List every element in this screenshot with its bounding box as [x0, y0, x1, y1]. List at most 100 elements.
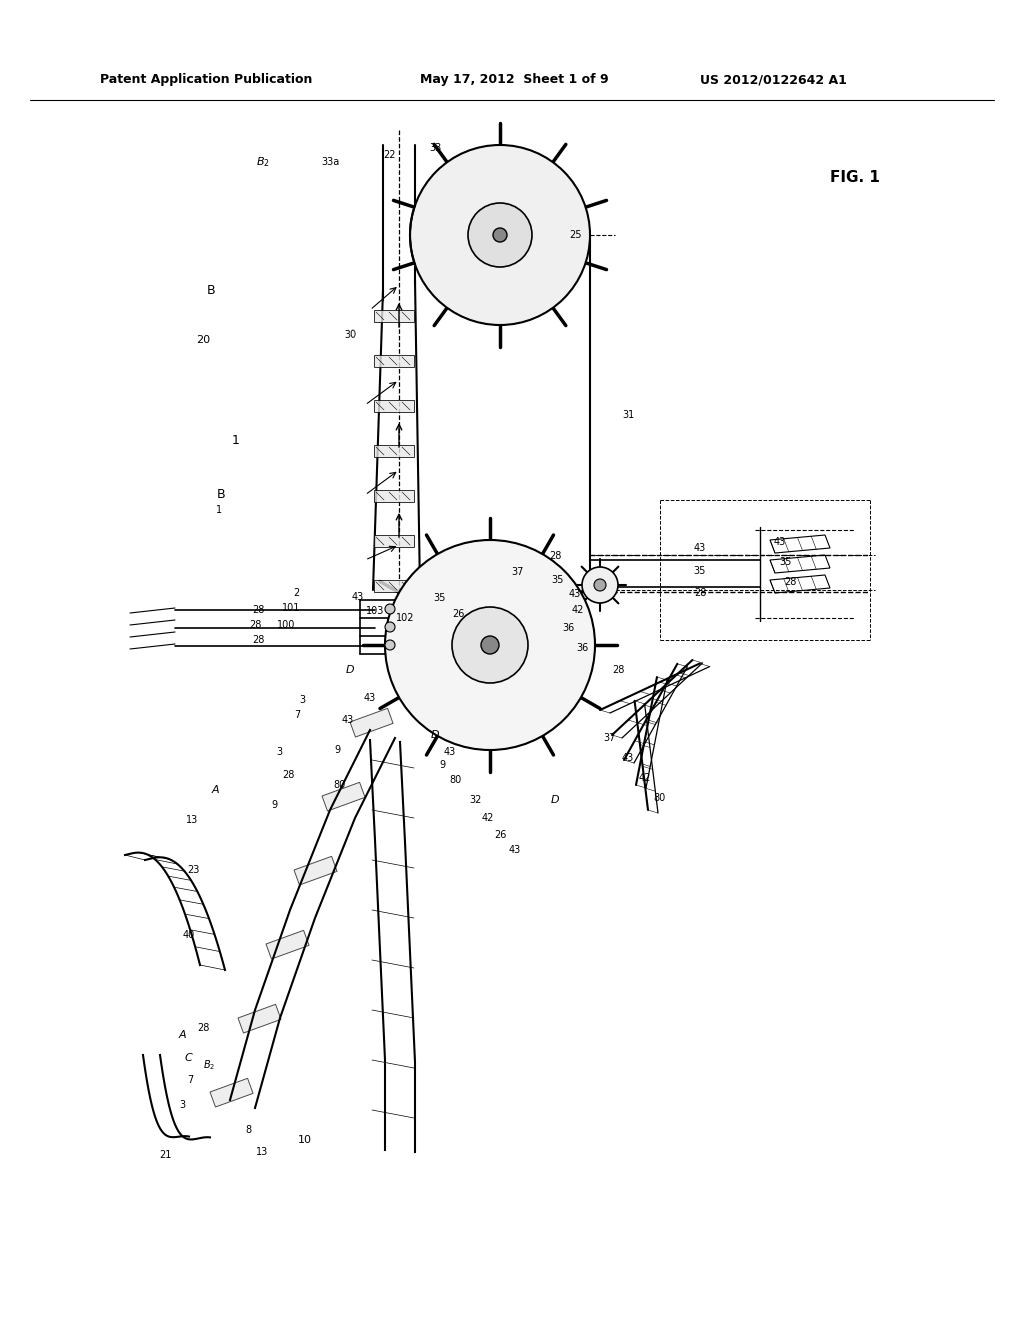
Text: 35: 35 — [552, 576, 564, 585]
Bar — [374, 535, 414, 546]
Text: 37: 37 — [512, 568, 524, 577]
Text: 7: 7 — [294, 710, 300, 719]
Text: 102: 102 — [395, 612, 415, 623]
Text: 101: 101 — [282, 603, 300, 612]
Circle shape — [452, 607, 528, 682]
Text: 26: 26 — [494, 830, 506, 840]
Text: D: D — [551, 795, 559, 805]
Text: Patent Application Publication: Patent Application Publication — [100, 74, 312, 87]
Circle shape — [468, 203, 532, 267]
Bar — [374, 310, 414, 322]
Text: 43: 43 — [622, 752, 634, 763]
Text: D: D — [346, 665, 354, 675]
Bar — [374, 579, 414, 591]
Text: 43: 43 — [352, 591, 365, 602]
Text: 80: 80 — [449, 775, 461, 785]
Bar — [374, 355, 414, 367]
Text: 2: 2 — [294, 587, 300, 598]
Circle shape — [582, 568, 618, 603]
Text: 3: 3 — [275, 747, 282, 756]
Text: US 2012/0122642 A1: US 2012/0122642 A1 — [700, 74, 847, 87]
Text: 42: 42 — [571, 605, 584, 615]
Text: 80: 80 — [334, 780, 346, 789]
Text: 28: 28 — [611, 665, 625, 675]
Text: 35: 35 — [779, 557, 792, 568]
Text: 43: 43 — [342, 715, 354, 725]
Text: 9: 9 — [439, 760, 445, 770]
Text: D: D — [516, 649, 524, 660]
Bar — [374, 490, 414, 502]
Text: 43: 43 — [569, 589, 582, 599]
Bar — [238, 1005, 281, 1034]
Text: 1: 1 — [216, 506, 222, 515]
Text: 26: 26 — [452, 609, 464, 619]
Circle shape — [481, 636, 499, 653]
Text: 43: 43 — [364, 693, 376, 704]
Text: 80: 80 — [654, 793, 667, 803]
Text: 30: 30 — [344, 330, 356, 341]
Text: 33: 33 — [429, 143, 441, 153]
Bar — [322, 783, 366, 810]
Text: 28: 28 — [250, 620, 262, 630]
Text: 43: 43 — [694, 543, 707, 553]
Text: May 17, 2012  Sheet 1 of 9: May 17, 2012 Sheet 1 of 9 — [420, 74, 608, 87]
Text: 32a: 32a — [501, 635, 519, 645]
Text: A: A — [211, 785, 219, 795]
Circle shape — [594, 579, 606, 591]
Text: D: D — [431, 730, 439, 741]
Text: 21: 21 — [159, 1150, 171, 1160]
Text: 37: 37 — [604, 733, 616, 743]
Circle shape — [385, 540, 595, 750]
Bar — [266, 931, 309, 960]
Text: 100: 100 — [276, 620, 295, 630]
Bar — [374, 400, 414, 412]
Text: 7: 7 — [186, 1074, 193, 1085]
Text: 1: 1 — [232, 433, 240, 446]
Text: 36: 36 — [575, 643, 588, 653]
Text: 43: 43 — [443, 747, 456, 756]
Circle shape — [385, 622, 395, 632]
Bar — [350, 709, 393, 737]
Text: A: A — [178, 1030, 185, 1040]
Text: 13: 13 — [185, 814, 198, 825]
Text: 35: 35 — [488, 640, 501, 649]
Text: $B_2$: $B_2$ — [203, 1059, 215, 1072]
Text: $B_2$: $B_2$ — [256, 154, 270, 169]
Circle shape — [410, 145, 590, 325]
Text: 3: 3 — [299, 696, 305, 705]
Text: 36: 36 — [562, 623, 574, 634]
Circle shape — [385, 605, 395, 614]
Circle shape — [493, 228, 507, 242]
Text: 28: 28 — [253, 635, 265, 645]
Text: 35: 35 — [694, 566, 707, 576]
Text: 32: 32 — [469, 795, 481, 805]
Text: 103: 103 — [366, 606, 384, 616]
Text: 40: 40 — [182, 931, 195, 940]
Text: 23: 23 — [187, 865, 200, 875]
Circle shape — [385, 640, 395, 649]
Text: 27: 27 — [462, 623, 474, 634]
Text: B: B — [207, 284, 215, 297]
Text: 28: 28 — [783, 577, 797, 587]
Text: 25: 25 — [568, 230, 582, 240]
Text: 10: 10 — [298, 1135, 312, 1144]
Text: 20: 20 — [196, 335, 210, 345]
Text: 43: 43 — [509, 845, 521, 855]
Text: 9: 9 — [334, 744, 340, 755]
Bar — [374, 445, 414, 457]
Text: 108: 108 — [496, 663, 514, 673]
Text: B: B — [216, 488, 225, 502]
Text: 28: 28 — [549, 550, 561, 561]
Text: 28: 28 — [694, 587, 707, 598]
Text: 42: 42 — [639, 774, 651, 783]
Text: 33a: 33a — [321, 157, 339, 168]
Text: 28: 28 — [253, 605, 265, 615]
Text: 13: 13 — [256, 1147, 268, 1158]
Text: 8: 8 — [245, 1125, 251, 1135]
Text: 3: 3 — [179, 1100, 185, 1110]
Text: 42: 42 — [482, 813, 495, 822]
Text: 28: 28 — [198, 1023, 210, 1034]
Text: 22: 22 — [384, 150, 396, 160]
Text: 9: 9 — [272, 800, 278, 810]
Bar — [294, 857, 337, 884]
